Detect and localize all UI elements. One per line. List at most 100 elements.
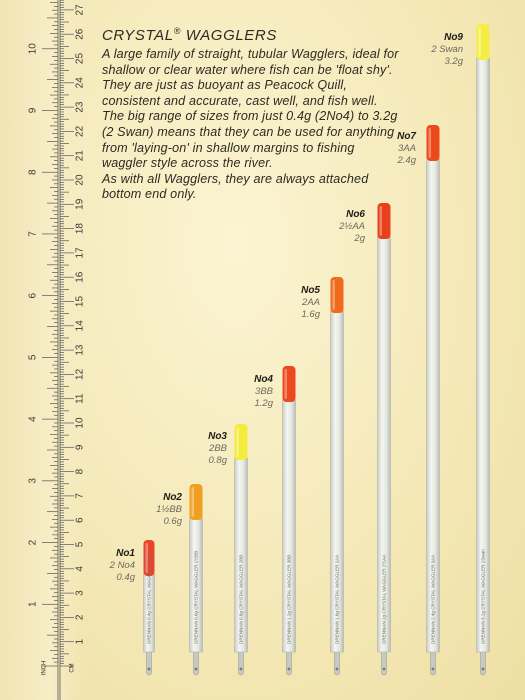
inch-number: 2 xyxy=(28,539,39,545)
float-number: No9 xyxy=(444,32,463,43)
float-shot: 2½AA xyxy=(339,221,365,232)
inch-number: 6 xyxy=(28,292,39,298)
float-no4: DRENNAN 1.2g CRYSTAL WAGGLER 3BB xyxy=(282,366,296,676)
title-rest: WAGGLERS xyxy=(180,27,277,44)
float-number: No7 xyxy=(397,131,416,142)
float-number: No4 xyxy=(254,374,273,385)
float-tip xyxy=(143,540,155,576)
float-shot: 1½BB xyxy=(156,504,182,515)
float-label-no4: No4 3BB 1.2g xyxy=(254,374,273,410)
float-shot: 2AA xyxy=(302,297,320,308)
float-tip xyxy=(330,277,344,313)
inch-number: 8 xyxy=(28,169,39,175)
tip-highlight xyxy=(332,280,335,310)
cm-number: 18 xyxy=(75,223,86,235)
float-weight: 2.4g xyxy=(397,155,417,166)
float-weight: 0.4g xyxy=(116,572,136,583)
float-weight: 1.2g xyxy=(254,398,274,409)
tip-highlight xyxy=(428,128,431,158)
inch-unit-label: INCH xyxy=(42,661,48,676)
float-shot: 3BB xyxy=(255,386,273,397)
float-print-text: DRENNAN 0.4g CRYSTAL WAGGLER 2No4 xyxy=(147,552,152,644)
float-number: No5 xyxy=(301,285,320,296)
tip-highlight xyxy=(236,427,239,457)
cm-number: 2 xyxy=(75,614,86,620)
cm-number: 26 xyxy=(75,28,86,40)
float-label-no3: No3 2BB 0.8g xyxy=(208,431,227,467)
cm-number: 5 xyxy=(75,541,86,547)
eye-icon xyxy=(239,667,243,671)
cm-number: 4 xyxy=(75,566,86,572)
cm-number: 13 xyxy=(75,344,86,356)
float-no9: DRENNAN 3.2g CRYSTAL WAGGLER 2Swan xyxy=(476,24,490,676)
cm-number: 10 xyxy=(75,417,86,429)
float-weight: 1.6g xyxy=(301,309,321,320)
eye-icon xyxy=(147,667,151,671)
cm-number: 20 xyxy=(75,174,86,186)
float-weight: 2g xyxy=(354,233,365,244)
tip-highlight xyxy=(145,543,148,573)
float-no3: DRENNAN 0.8g CRYSTAL WAGGLER 2BB xyxy=(234,424,248,676)
float-weight: 3.2g xyxy=(444,56,464,67)
float-no7: DRENNAN 2.4g CRYSTAL WAGGLER 3AA xyxy=(426,125,440,676)
float-stem xyxy=(334,649,340,676)
cm-number: 23 xyxy=(75,101,86,113)
float-tip xyxy=(476,24,490,60)
float-shot: 3AA xyxy=(398,143,416,154)
cm-number: 9 xyxy=(75,444,86,450)
cm-number: 25 xyxy=(75,53,86,65)
eye-icon xyxy=(194,667,198,671)
cm-number: 21 xyxy=(75,150,86,162)
description-para-2: They are just as buoyant as Peacock Quil… xyxy=(102,78,378,108)
inch-number: 4 xyxy=(28,416,39,422)
cm-number: 19 xyxy=(75,198,86,210)
tip-highlight xyxy=(191,487,194,517)
float-print-text: DRENNAN 0.6g CRYSTAL WAGGLER 1½BB xyxy=(193,551,199,644)
title-text: CRYSTAL xyxy=(102,27,174,44)
inch-number: 5 xyxy=(28,354,39,360)
float-print-text: DRENNAN 1.6g CRYSTAL WAGGLER 2AA xyxy=(335,554,340,644)
cm-number: 24 xyxy=(75,77,86,89)
float-label-no7: No7 3AA 2.4g xyxy=(397,131,416,167)
float-tip xyxy=(189,484,203,520)
cm-number: 8 xyxy=(75,468,86,474)
float-stem xyxy=(430,649,436,676)
inch-number: 1 xyxy=(28,601,39,607)
float-tip xyxy=(282,366,296,402)
float-label-no9: No9 2 Swan 3.2g xyxy=(431,32,463,68)
float-label-no6: No6 2½AA 2g xyxy=(339,209,365,245)
cm-number: 22 xyxy=(75,125,86,137)
cm-number: 17 xyxy=(75,247,86,259)
float-shot: 2 Swan xyxy=(431,44,463,55)
float-no2: DRENNAN 0.6g CRYSTAL WAGGLER 1½BB xyxy=(189,484,203,676)
float-tip xyxy=(377,203,391,239)
cm-unit-label: CM xyxy=(70,663,76,672)
inch-number: 9 xyxy=(28,107,39,113)
float-stem xyxy=(381,649,387,676)
float-label-no1: No1 2 No4 0.4g xyxy=(110,548,135,584)
eye-icon xyxy=(287,667,291,671)
float-weight: 0.6g xyxy=(163,516,183,527)
float-shot: 2BB xyxy=(209,443,227,454)
float-print-text: DRENNAN 2g CRYSTAL WAGGLER 2½AA xyxy=(381,554,387,644)
tip-highlight xyxy=(478,27,481,57)
float-number: No2 xyxy=(163,492,182,503)
inch-number: 7 xyxy=(28,231,39,237)
tip-highlight xyxy=(284,369,287,399)
float-stem xyxy=(238,649,244,676)
inch-number: 3 xyxy=(28,478,39,484)
eye-icon xyxy=(481,667,485,671)
float-label-no2: No2 1½BB 0.6g xyxy=(156,492,182,528)
float-no5: DRENNAN 1.6g CRYSTAL WAGGLER 2AA xyxy=(330,277,344,676)
float-no1: DRENNAN 0.4g CRYSTAL WAGGLER 2No4 xyxy=(143,540,155,676)
description-para-3: The big range of sizes from just 0.4g (2… xyxy=(102,109,398,171)
tip-highlight xyxy=(379,206,382,236)
float-number: No1 xyxy=(116,548,135,559)
cm-number: 16 xyxy=(75,271,86,283)
eye-icon xyxy=(335,667,339,671)
float-shot: 2 No4 xyxy=(109,560,135,571)
product-title: CRYSTAL® WAGGLERS xyxy=(102,22,402,45)
eye-icon xyxy=(431,667,435,671)
float-number: No3 xyxy=(208,431,227,442)
